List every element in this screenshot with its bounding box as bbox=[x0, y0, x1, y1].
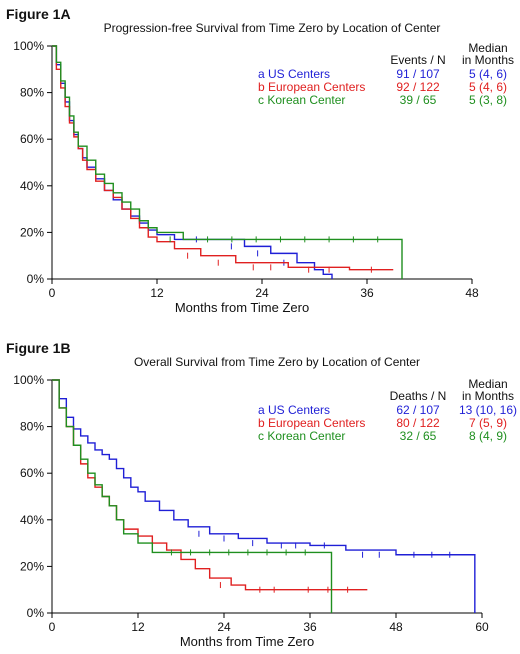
x-axis-label: Months from Time Zero bbox=[180, 634, 314, 649]
legend-entry: b European Centers bbox=[258, 80, 365, 94]
chart-title: Progression-free Survival from Time Zero… bbox=[104, 21, 441, 35]
x-tick-label: 36 bbox=[303, 620, 317, 634]
series-line-2 bbox=[52, 45, 403, 279]
y-tick-label: 60% bbox=[20, 466, 44, 480]
y-tick-label: 80% bbox=[20, 420, 44, 434]
figure-1a-label: Figure 1A bbox=[6, 6, 71, 22]
x-tick-label: 48 bbox=[465, 286, 479, 300]
chart-title: Overall Survival from Time Zero by Locat… bbox=[134, 355, 420, 369]
legend-count: 32 / 65 bbox=[400, 429, 437, 443]
y-tick-label: 60% bbox=[20, 132, 44, 146]
median-header: Median bbox=[468, 377, 507, 391]
y-tick-label: 80% bbox=[20, 86, 44, 100]
y-tick-label: 0% bbox=[27, 272, 45, 286]
x-tick-label: 12 bbox=[150, 286, 164, 300]
x-tick-label: 0 bbox=[49, 286, 56, 300]
y-tick-label: 0% bbox=[27, 606, 45, 620]
median-header-units: in Months bbox=[462, 53, 514, 67]
x-tick-label: 0 bbox=[49, 620, 56, 634]
median-header-units: in Months bbox=[462, 389, 514, 403]
legend-median: 5 (4, 6) bbox=[469, 67, 507, 81]
x-axis-label: Months from Time Zero bbox=[175, 300, 309, 315]
series-line-0 bbox=[52, 379, 476, 613]
y-tick-label: 40% bbox=[20, 179, 44, 193]
legend-count: 80 / 122 bbox=[396, 416, 440, 430]
legend-median: 5 (3, 8) bbox=[469, 93, 507, 107]
legend-count: 92 / 122 bbox=[396, 80, 440, 94]
y-tick-label: 40% bbox=[20, 513, 44, 527]
y-tick-label: 20% bbox=[20, 559, 44, 573]
figure-1b-label: Figure 1B bbox=[6, 340, 71, 356]
chart-os: Overall Survival from Time Zero by Locat… bbox=[13, 355, 517, 649]
legend-entry: a US Centers bbox=[258, 67, 330, 81]
x-tick-label: 24 bbox=[255, 286, 269, 300]
chart-pfs: Progression-free Survival from Time Zero… bbox=[13, 21, 514, 315]
count-header: Events / N bbox=[390, 53, 445, 67]
legend-entry: b European Centers bbox=[258, 416, 365, 430]
x-tick-label: 48 bbox=[389, 620, 403, 634]
legend-median: 13 (10, 16) bbox=[459, 403, 517, 417]
y-tick-label: 100% bbox=[13, 373, 44, 387]
legend-count: 62 / 107 bbox=[396, 403, 440, 417]
x-tick-label: 60 bbox=[475, 620, 489, 634]
legend-median: 8 (4, 9) bbox=[469, 429, 507, 443]
legend-count: 91 / 107 bbox=[396, 67, 440, 81]
legend-entry: c Korean Center bbox=[258, 429, 345, 443]
legend-entry: c Korean Center bbox=[258, 93, 345, 107]
count-header: Deaths / N bbox=[390, 389, 447, 403]
series-line-2 bbox=[52, 379, 333, 613]
legend-count: 39 / 65 bbox=[400, 93, 437, 107]
legend-median: 5 (4, 6) bbox=[469, 80, 507, 94]
legend-median: 7 (5, 9) bbox=[469, 416, 507, 430]
y-tick-label: 20% bbox=[20, 225, 44, 239]
median-header: Median bbox=[468, 41, 507, 55]
x-tick-label: 12 bbox=[131, 620, 145, 634]
legend-entry: a US Centers bbox=[258, 403, 330, 417]
y-tick-label: 100% bbox=[13, 39, 44, 53]
x-tick-label: 24 bbox=[217, 620, 231, 634]
x-tick-label: 36 bbox=[360, 286, 374, 300]
